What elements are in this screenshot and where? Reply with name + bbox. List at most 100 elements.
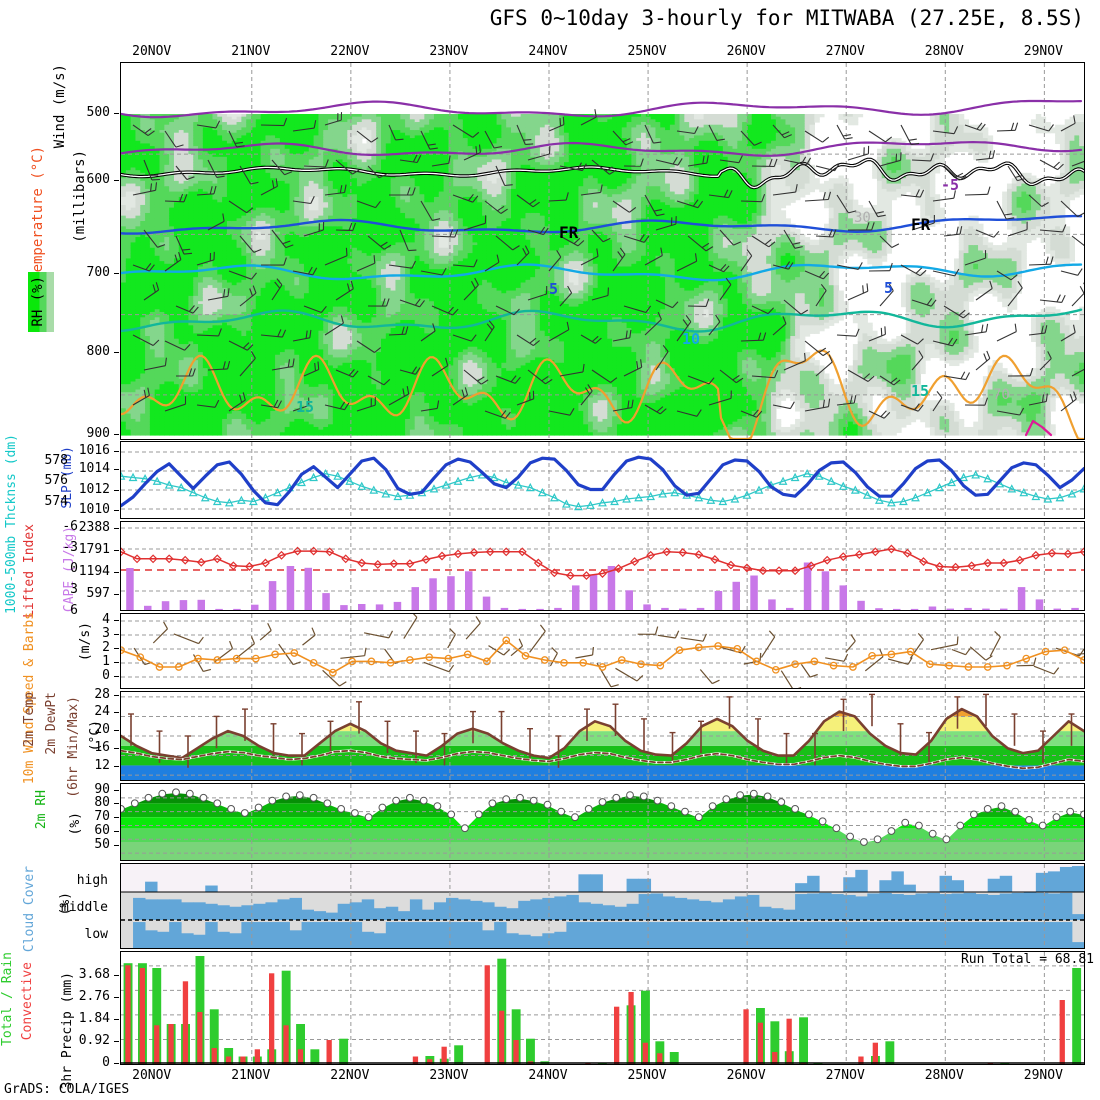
upper-air-panel[interactable]: FR FR -5 5 5 10 15 15 30 70 — [120, 62, 1085, 440]
run-total-label: Run Total = 68.81 — [961, 952, 1094, 967]
ytick-lifted-m3: -3 — [22, 540, 78, 555]
ytick-rh-80-mark — [114, 803, 119, 804]
ytick-slp-1014-mark — [114, 469, 119, 470]
ytick-cloud-low: low — [52, 927, 108, 942]
axis-label-precip-total: Total / Rain — [0, 952, 15, 1046]
ytick-precip-3-68-mark — [114, 975, 119, 976]
ytick-wind-0: 0 — [54, 668, 110, 683]
ytick-pressure-800-mark — [114, 352, 119, 353]
date-label-top-21nov: 21NOV — [216, 44, 286, 59]
ytick-temp-28: 28 — [54, 687, 110, 702]
ytick-pressure-800: 800 — [54, 344, 110, 359]
ytick-slp-1010: 1010 — [54, 502, 110, 517]
ytick-cape-2388: 2388 — [54, 520, 110, 535]
ytick-precip-0-92-mark — [114, 1041, 119, 1042]
cloud-cover-panel[interactable] — [120, 863, 1085, 949]
ytick-lifted-0: 0 — [22, 561, 78, 576]
date-label-bottom-26nov: 26NOV — [711, 1068, 781, 1083]
ytick-precip-0: 0 — [54, 1055, 110, 1070]
ytick-precip-3-68: 3.68 — [54, 967, 110, 982]
ytick-temp-16: 16 — [54, 740, 110, 755]
ytick-pressure-500: 500 — [54, 105, 110, 120]
date-label-bottom-29nov: 29NOV — [1008, 1068, 1078, 1083]
ytick-wind-4-mark — [114, 620, 119, 621]
ytick-slp-1010-mark — [114, 510, 119, 511]
ytick-precip-2-76: 2.76 — [54, 989, 110, 1004]
slp-thickness-panel[interactable] — [120, 441, 1085, 519]
date-label-bottom-20nov: 20NOV — [117, 1068, 187, 1083]
ytick-thickness-578: 578 — [12, 453, 68, 468]
date-label-bottom-25nov: 25NOV — [612, 1068, 682, 1083]
ytick-precip-1-84: 1.84 — [54, 1011, 110, 1026]
date-label-top-22nov: 22NOV — [315, 44, 385, 59]
ytick-wind-4: 4 — [54, 612, 110, 627]
temp-dewpt-panel[interactable] — [120, 691, 1085, 781]
axis-label-precip-conv: Convective — [20, 962, 35, 1040]
ytick-rh-90-mark — [114, 790, 119, 791]
ytick-wind-1: 1 — [54, 654, 110, 669]
ytick-thickness-574: 574 — [12, 494, 68, 509]
ytick-pressure-900: 900 — [54, 426, 110, 441]
ytick-lifted-3: 3 — [22, 582, 78, 597]
ytick-temp-24: 24 — [54, 704, 110, 719]
date-label-top-24nov: 24NOV — [513, 44, 583, 59]
ytick-slp-1014: 1014 — [54, 461, 110, 476]
ytick-wind-3-mark — [114, 634, 119, 635]
ytick-wind-2: 2 — [54, 640, 110, 655]
date-label-bottom-21nov: 21NOV — [216, 1068, 286, 1083]
precip-panel[interactable] — [120, 951, 1085, 1065]
ytick-thickness-576: 576 — [12, 473, 68, 488]
ytick-temp-20-mark — [114, 730, 119, 731]
ytick-temp-16-mark — [114, 748, 119, 749]
ytick-lifted-m6: -6 — [22, 519, 78, 534]
ytick-pressure-900-mark — [114, 434, 119, 435]
page-title: GFS 0~10day 3-hourly for MITWABA (27.25E… — [0, 6, 1084, 30]
ytick-wind-1-mark — [114, 662, 119, 663]
ytick-rh-70: 70 — [54, 809, 110, 824]
ytick-cape-1791-mark — [114, 550, 119, 551]
ytick-precip-2-76-mark — [114, 997, 119, 998]
ytick-temp-24-mark — [114, 712, 119, 713]
ytick-cape-1194-mark — [114, 572, 119, 573]
ytick-precip-1-84-mark — [114, 1019, 119, 1020]
wind-speed-panel[interactable] — [120, 613, 1085, 689]
ytick-temp-20: 20 — [54, 722, 110, 737]
lifted-index-cape-panel[interactable] — [120, 521, 1085, 611]
axis-label-upper-pressure: (millibars) — [72, 150, 88, 243]
ytick-cape-1791: 1791 — [54, 542, 110, 557]
date-label-bottom-27nov: 27NOV — [810, 1068, 880, 1083]
axis-label-upper-rh: RH (%) — [30, 276, 46, 327]
ytick-rh-50-mark — [114, 845, 119, 846]
ytick-slp-1016: 1016 — [54, 443, 110, 458]
date-label-bottom-24nov: 24NOV — [513, 1068, 583, 1083]
ytick-rh-90: 90 — [54, 782, 110, 797]
ytick-wind-0-mark — [114, 676, 119, 677]
axis-label-temp2m: 2m Temp — [22, 692, 37, 747]
ytick-cape-1194: 1194 — [54, 564, 110, 579]
ytick-cape-2388-mark — [114, 528, 119, 529]
ytick-temp-12-mark — [114, 766, 119, 767]
ytick-rh-60: 60 — [54, 823, 110, 838]
ytick-temp-12: 12 — [54, 758, 110, 773]
rh2m-panel[interactable] — [120, 783, 1085, 861]
ytick-rh-70-mark — [114, 817, 119, 818]
date-label-top-25nov: 25NOV — [612, 44, 682, 59]
ytick-pressure-700-mark — [114, 273, 119, 274]
ytick-temp-28-mark — [114, 695, 119, 696]
grads-credit: GrADS: COLA/IGES — [4, 1082, 129, 1097]
ytick-cloud-high: high — [52, 873, 108, 888]
axis-label-upper-temp: Temperature (°C) — [30, 146, 46, 281]
date-label-top-27nov: 27NOV — [810, 44, 880, 59]
ytick-slp-1016-mark — [114, 451, 119, 452]
date-label-bottom-28nov: 28NOV — [909, 1068, 979, 1083]
date-label-top-23nov: 23NOV — [414, 44, 484, 59]
date-label-bottom-22nov: 22NOV — [315, 1068, 385, 1083]
date-label-top-29nov: 29NOV — [1008, 44, 1078, 59]
ytick-rh-50: 50 — [54, 837, 110, 852]
ytick-pressure-600: 600 — [54, 172, 110, 187]
ytick-slp-1012: 1012 — [54, 482, 110, 497]
ytick-precip-0-92: 0.92 — [54, 1033, 110, 1048]
ytick-pressure-500-mark — [114, 113, 119, 114]
ytick-pressure-600-mark — [114, 180, 119, 181]
date-label-top-28nov: 28NOV — [909, 44, 979, 59]
